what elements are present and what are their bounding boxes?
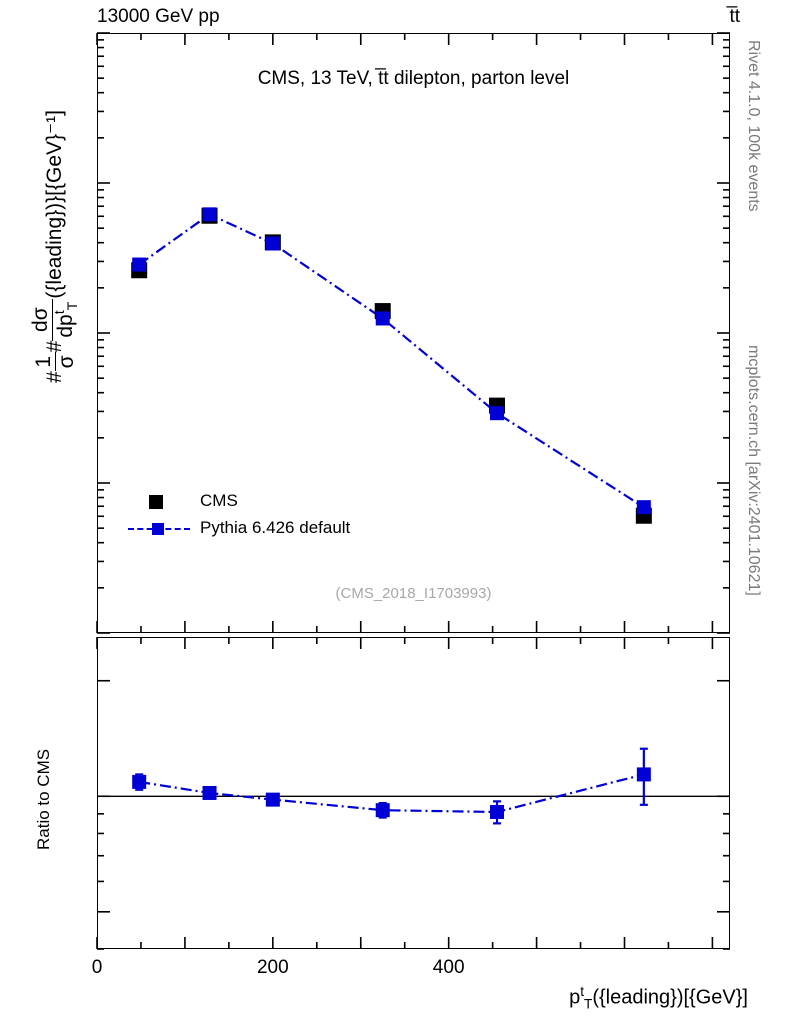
rivet-version-credit: Rivet 4.1.0, 100k events <box>745 40 762 212</box>
mc-curve <box>138 213 645 509</box>
ratio-plot-panel <box>97 637 730 949</box>
mc-marker <box>375 311 390 326</box>
x-tick-label: 0 <box>91 957 103 978</box>
beam-energy-label: 13000 GeV pp <box>97 6 220 27</box>
ratio-marker <box>490 804 505 819</box>
mc-marker <box>132 257 147 272</box>
analysis-id-watermark: (CMS_2018_I1703993) <box>335 585 492 602</box>
mc-marker <box>202 207 217 222</box>
ratio-marker <box>636 767 651 782</box>
legend-item-pythia[interactable]: Pythia 6.426 default <box>128 514 350 541</box>
y-axis-title-tail: ({leading})}[{GeV}⁻¹] <box>43 110 67 299</box>
y-axis-title-derivative: dσ dptT <box>29 298 82 341</box>
legend-key-pythia <box>128 518 190 538</box>
ratio-mc-curve <box>139 773 645 814</box>
x-tick-label: 200 <box>256 957 289 978</box>
ratio-y-axis-title: Ratio to CMS <box>34 748 53 850</box>
y-axis-title-denominator: dptT <box>52 301 82 338</box>
y-axis-title-hash-a: # <box>43 371 67 383</box>
x-tick-label: 400 <box>432 957 465 978</box>
legend-label-cms: CMS <box>200 490 238 510</box>
mc-marker <box>265 236 280 251</box>
ratio-marker <box>265 792 280 807</box>
ratio-marker <box>375 803 390 818</box>
legend-item-cms[interactable]: CMS <box>128 487 350 514</box>
ratio-marker <box>132 774 147 789</box>
process-label: t̅t <box>729 6 740 27</box>
square-marker-icon <box>149 494 163 509</box>
mc-marker <box>636 500 651 515</box>
mc-marker <box>490 406 505 421</box>
legend-key-cms <box>128 491 190 511</box>
mcplots-credit: mcplots.cern.ch [arXiv:2401.10621] <box>745 345 762 596</box>
y-axis-title: #1 σ # dσ dptT ({leading})}[{GeV}⁻¹] <box>29 110 82 383</box>
plot-title: CMS, 13 TeV, t̅t dilepton, parton level <box>257 68 570 89</box>
legend-label-pythia: Pythia 6.426 default <box>200 517 351 537</box>
square-marker-icon <box>152 522 164 535</box>
y-axis-title-hash-b: # <box>43 340 67 353</box>
x-axis-title: ptT({leading})[{GeV}] <box>569 984 748 1012</box>
legend: CMS Pythia 6.426 default <box>128 487 350 541</box>
ratio-marker <box>202 785 217 800</box>
